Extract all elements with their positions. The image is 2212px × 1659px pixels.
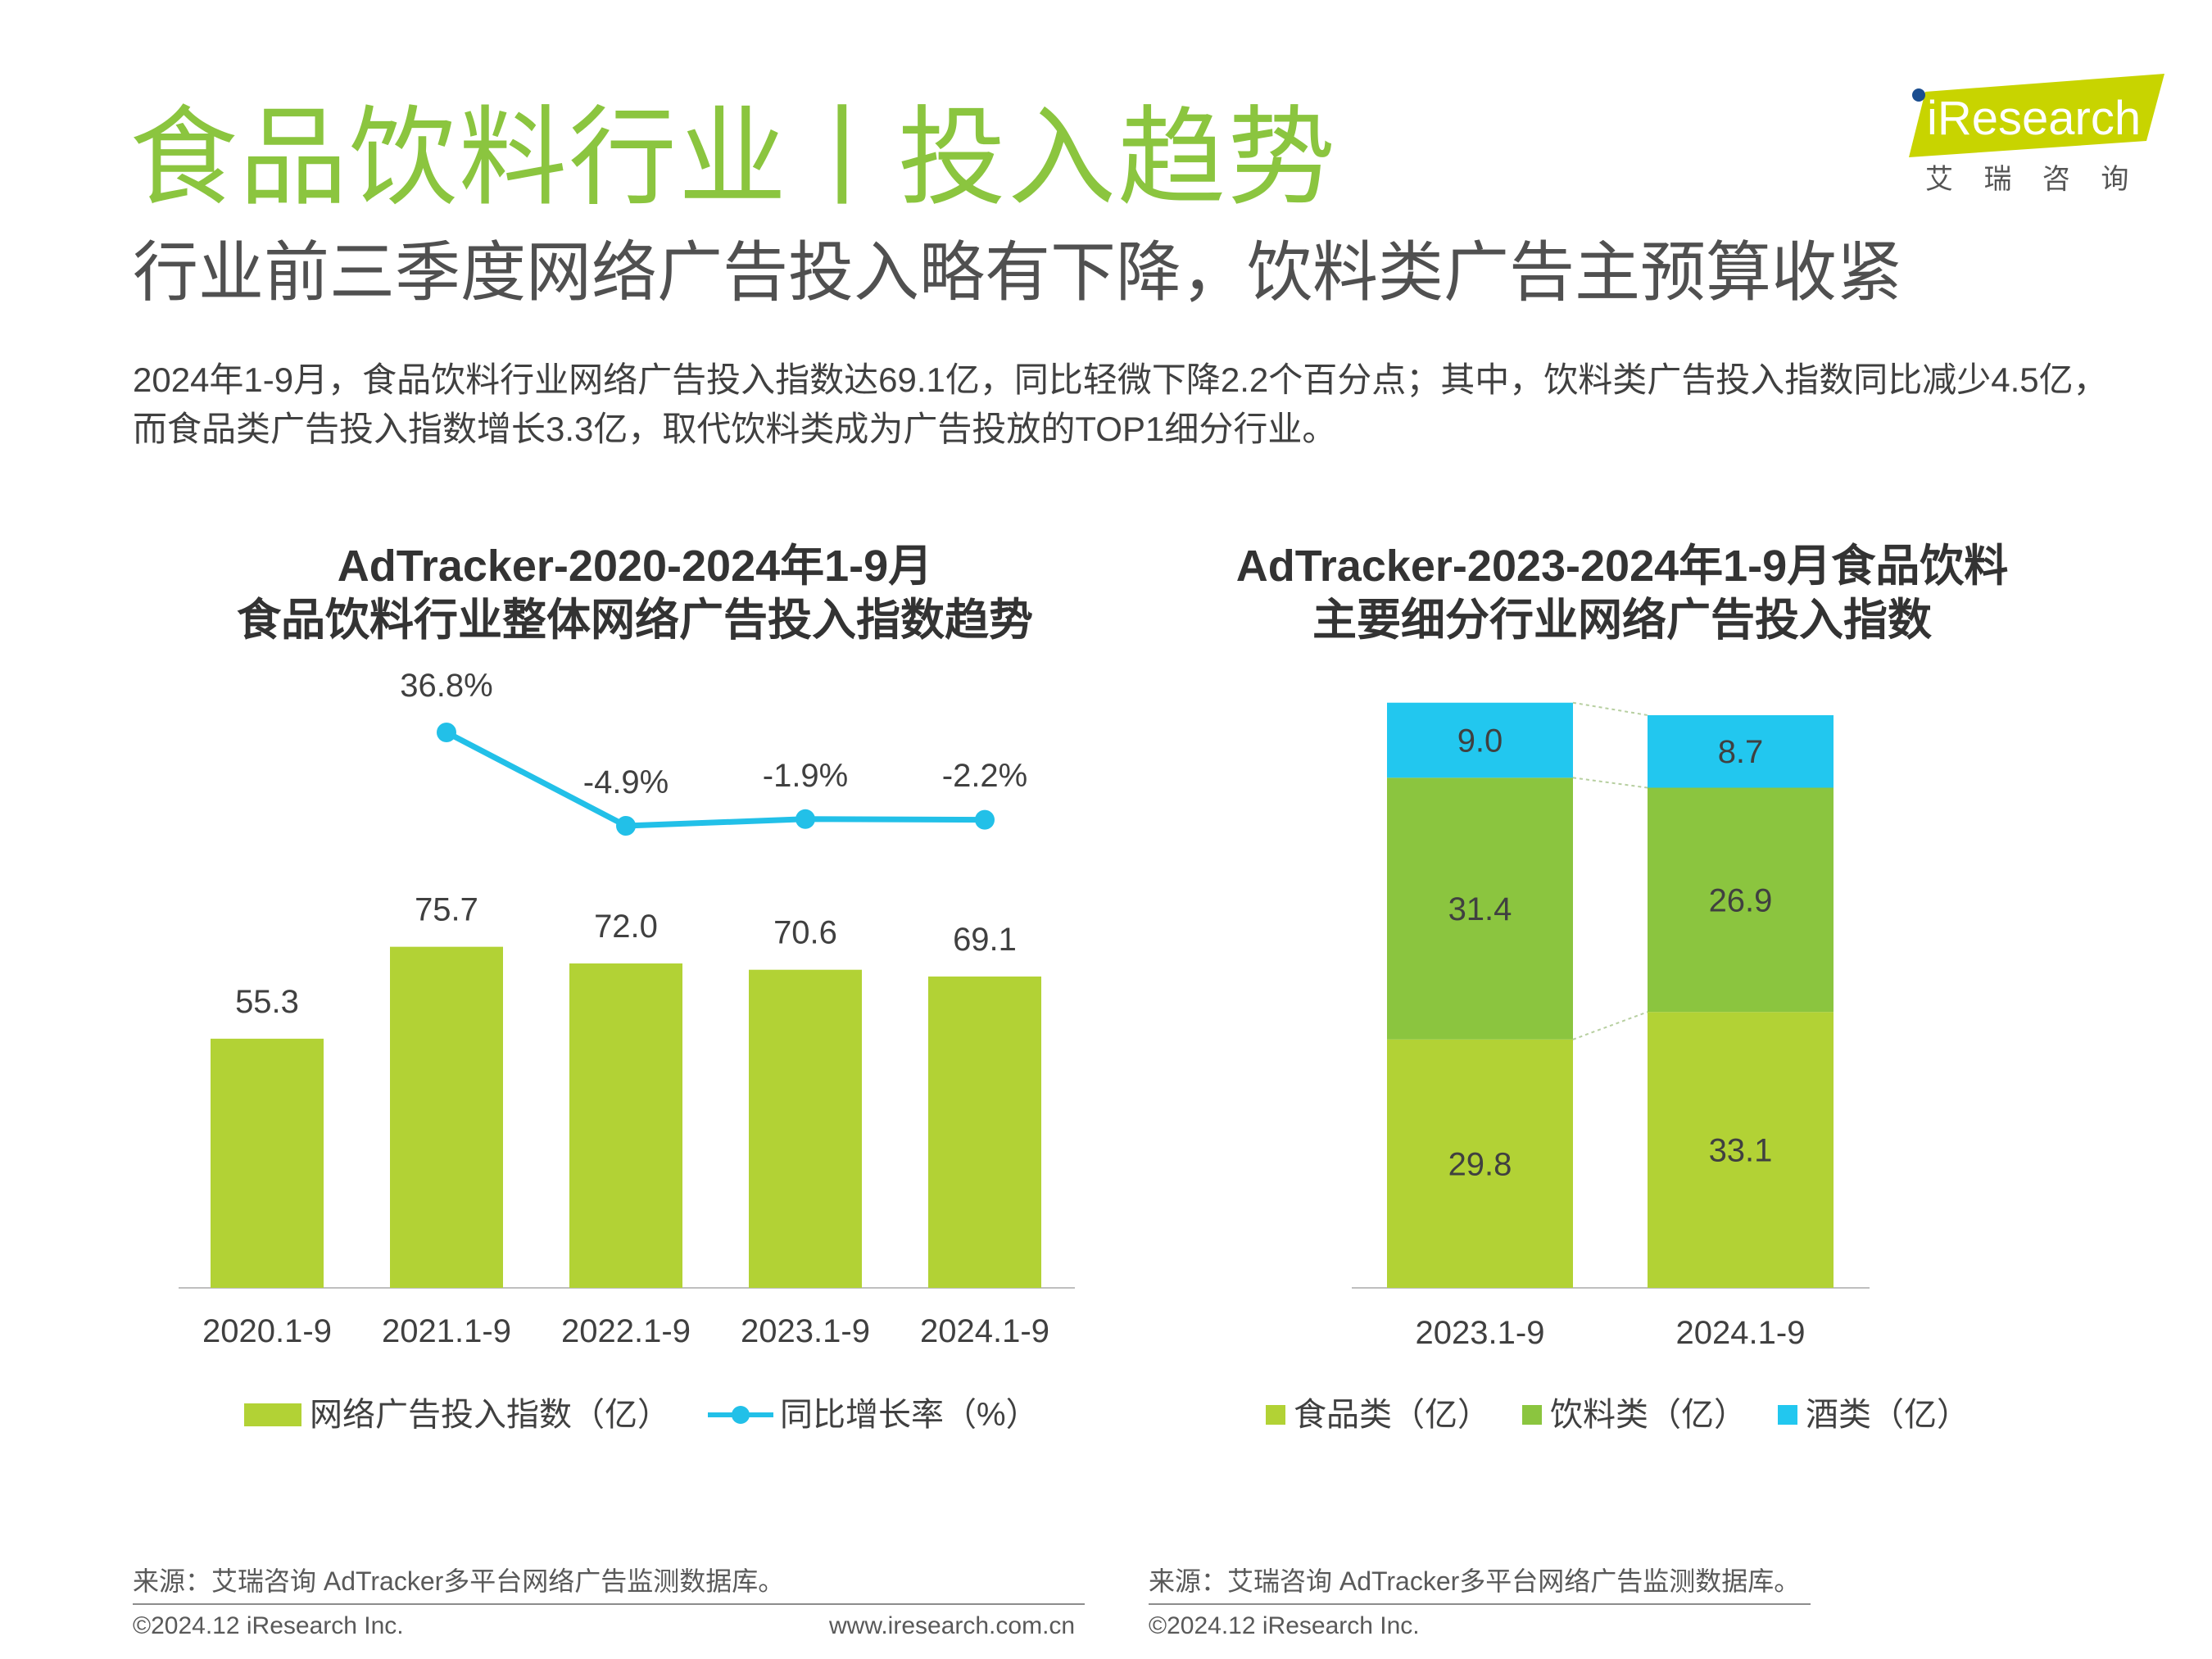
chart1-growth-point-3 — [616, 816, 636, 836]
footer-copyright-left: ©2024.12 iResearch Inc. — [133, 1612, 404, 1639]
chart1-bar-line-chart: 55.3 2020.1-9 75.7 2021.1-9 72.0 2022.1-9 70.6… — [179, 668, 1075, 1349]
chart1-title-line-1: AdTracker-2020-2024年1-9月 — [337, 542, 933, 591]
chart2-seg-2-bar-1 — [1387, 777, 1573, 1040]
chart2-seg-1-bar-1 — [1387, 1039, 1573, 1288]
chart1-growth-label-3: -4.9% — [583, 764, 669, 800]
chart1-bar-label-3: 72.0 — [594, 909, 658, 945]
chart2-connector-3 — [1572, 701, 1648, 716]
legend-label-growth-rate: 同比增长率（%） — [780, 1397, 1039, 1433]
legend-item-beverage: 饮料类（亿） — [1522, 1394, 1747, 1435]
chart1-x-tick-2: 2021.1-9 — [382, 1313, 511, 1349]
chart1-bar-label-5: 69.1 — [953, 922, 1017, 958]
chart1-bar-label-2: 75.7 — [415, 892, 478, 928]
chart2-seg-3-bar-2 — [1648, 714, 1834, 788]
chart1-x-tick-3: 2022.1-9 — [561, 1313, 691, 1349]
chart2-seg-label-1-bar-2: 33.1 — [1709, 1133, 1773, 1169]
logo-text: iResearch — [1927, 92, 2141, 145]
legend-item-ad-index: 网络广告投入指数（亿） — [244, 1394, 670, 1435]
summary-line-2: 而食品类广告投入指数增长3.3亿，取代饮料类成为广告投放的TOP1细分行业。 — [133, 410, 1337, 448]
logo-subtext: 艾 瑞 咨 询 — [1925, 164, 2140, 195]
footer-source-left: 来源：艾瑞咨询 AdTracker多平台网络广告监测数据库。 — [133, 1566, 785, 1596]
chart2-title-line-1: AdTracker-2023-2024年1-9月食品饮料 — [1235, 542, 2009, 591]
chart1-growth-label-2: 36.8% — [400, 668, 492, 704]
chart1-bar-label-4: 70.6 — [773, 915, 837, 951]
chart1-growth-point-5 — [975, 809, 995, 830]
chart1-growth-label-5: -2.2% — [942, 758, 1028, 794]
legend-label-ad-index: 网络广告投入指数（亿） — [310, 1397, 670, 1433]
chart1-growth-line — [445, 729, 986, 829]
chart2-x-tick-1: 2023.1-9 — [1416, 1315, 1545, 1351]
chart1-bar-4 — [749, 969, 862, 1288]
footer-divider-left — [133, 1603, 1085, 1605]
legend-label-food: 食品类（亿） — [1294, 1397, 1490, 1433]
chart2-connector-1 — [1572, 1011, 1648, 1040]
chart2-seg-1-bar-2 — [1648, 1012, 1834, 1288]
chart2-seg-label-1-bar-1: 29.8 — [1448, 1146, 1512, 1182]
legend-label-beverage: 饮料类（亿） — [1550, 1397, 1747, 1433]
chart1-bar-label-1: 55.3 — [235, 984, 299, 1020]
chart1-x-tick-5: 2024.1-9 — [920, 1313, 1049, 1349]
legend-item-liquor: 酒类（亿） — [1778, 1394, 1969, 1435]
legend-label-liquor: 酒类（亿） — [1806, 1397, 1969, 1433]
chart2-title-line-2: 主要细分行业网络广告投入指数 — [1312, 596, 1932, 645]
chart2-seg-2-bar-2 — [1648, 787, 1834, 1013]
chart1-growth-point-2 — [437, 723, 456, 742]
chart1-x-tick-1: 2020.1-9 — [202, 1313, 332, 1349]
footer-copyright-right: ©2024.12 iResearch Inc. — [1149, 1612, 1420, 1639]
chart2-seg-label-3-bar-2: 8.7 — [1718, 734, 1764, 770]
footer-source-right: 来源：艾瑞咨询 AdTracker多平台网络广告监测数据库。 — [1149, 1566, 1801, 1596]
footer-divider-right — [1149, 1603, 1811, 1605]
legend-swatch-bar — [244, 1403, 301, 1426]
chart2-seg-label-3-bar-1: 9.0 — [1457, 723, 1503, 759]
legend-swatch-beverage — [1522, 1405, 1542, 1425]
page-subtitle: 行业前三季度网络广告投入略有下降，饮料类广告主预算收紧 — [133, 236, 1902, 309]
chart1-bar-2 — [390, 946, 503, 1288]
iresearch-logo: iResearch 艾 瑞 咨 询 — [1909, 74, 2164, 195]
chart1-growth-label-4: -1.9% — [763, 758, 849, 794]
chart2-seg-label-2-bar-2: 26.9 — [1709, 882, 1773, 918]
legend-swatch-liquor — [1778, 1405, 1797, 1425]
chart1-x-tick-4: 2023.1-9 — [741, 1313, 870, 1349]
chart2-seg-3-bar-1 — [1387, 702, 1573, 778]
legend-swatch-food — [1266, 1405, 1285, 1425]
legend-item-food: 食品类（亿） — [1266, 1394, 1490, 1435]
chart1-bar-1 — [211, 1038, 324, 1288]
chart2-connector-2 — [1572, 777, 1648, 789]
chart2-x-tick-2: 2024.1-9 — [1676, 1315, 1806, 1351]
legend-item-growth-rate: 同比增长率（%） — [706, 1394, 1039, 1435]
chart1-growth-point-4 — [796, 809, 815, 829]
legend-swatch-line — [708, 1406, 773, 1424]
footer-website-link[interactable]: www.iresearch.com.cn — [829, 1612, 1076, 1639]
summary-line-1: 2024年1-9月，食品饮料行业网络广告投入指数达69.1亿，同比轻微下降2.2… — [133, 360, 2108, 399]
page-title: 食品饮料行业丨投入趋势 — [129, 97, 1337, 218]
chart1-bar-3 — [569, 963, 682, 1288]
chart2-seg-label-2-bar-1: 31.4 — [1448, 891, 1512, 927]
chart1-title-line-2: 食品饮料行业整体网络广告投入指数趋势 — [237, 596, 1033, 645]
chart1-bar-5 — [928, 976, 1041, 1288]
chart2-stacked-bar-chart: 29.8 31.4 9.0 2023.1-9 33.1 26.9 8.7 2024.1-9 — [1352, 701, 1870, 1351]
